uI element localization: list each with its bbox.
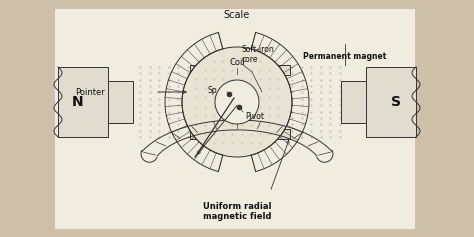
- Bar: [366, 67, 416, 137]
- Text: Soft-iron
core: Soft-iron core: [242, 45, 275, 64]
- Text: Sp: Sp: [207, 86, 217, 95]
- Bar: [341, 81, 366, 123]
- Text: Scale: Scale: [224, 10, 250, 20]
- Text: Uniform radial
magnetic field: Uniform radial magnetic field: [203, 202, 271, 221]
- Text: S: S: [391, 95, 401, 109]
- Text: Permanent magnet: Permanent magnet: [303, 52, 387, 61]
- Text: Pointer: Pointer: [75, 87, 105, 96]
- Circle shape: [182, 47, 292, 157]
- Circle shape: [215, 80, 259, 124]
- Text: Coil: Coil: [229, 58, 245, 67]
- Bar: [108, 81, 133, 123]
- Text: Pivot: Pivot: [245, 112, 264, 121]
- Bar: [58, 67, 108, 137]
- Bar: [190, 129, 290, 139]
- Bar: [55, 9, 415, 229]
- Bar: [190, 65, 290, 75]
- Text: N: N: [72, 95, 84, 109]
